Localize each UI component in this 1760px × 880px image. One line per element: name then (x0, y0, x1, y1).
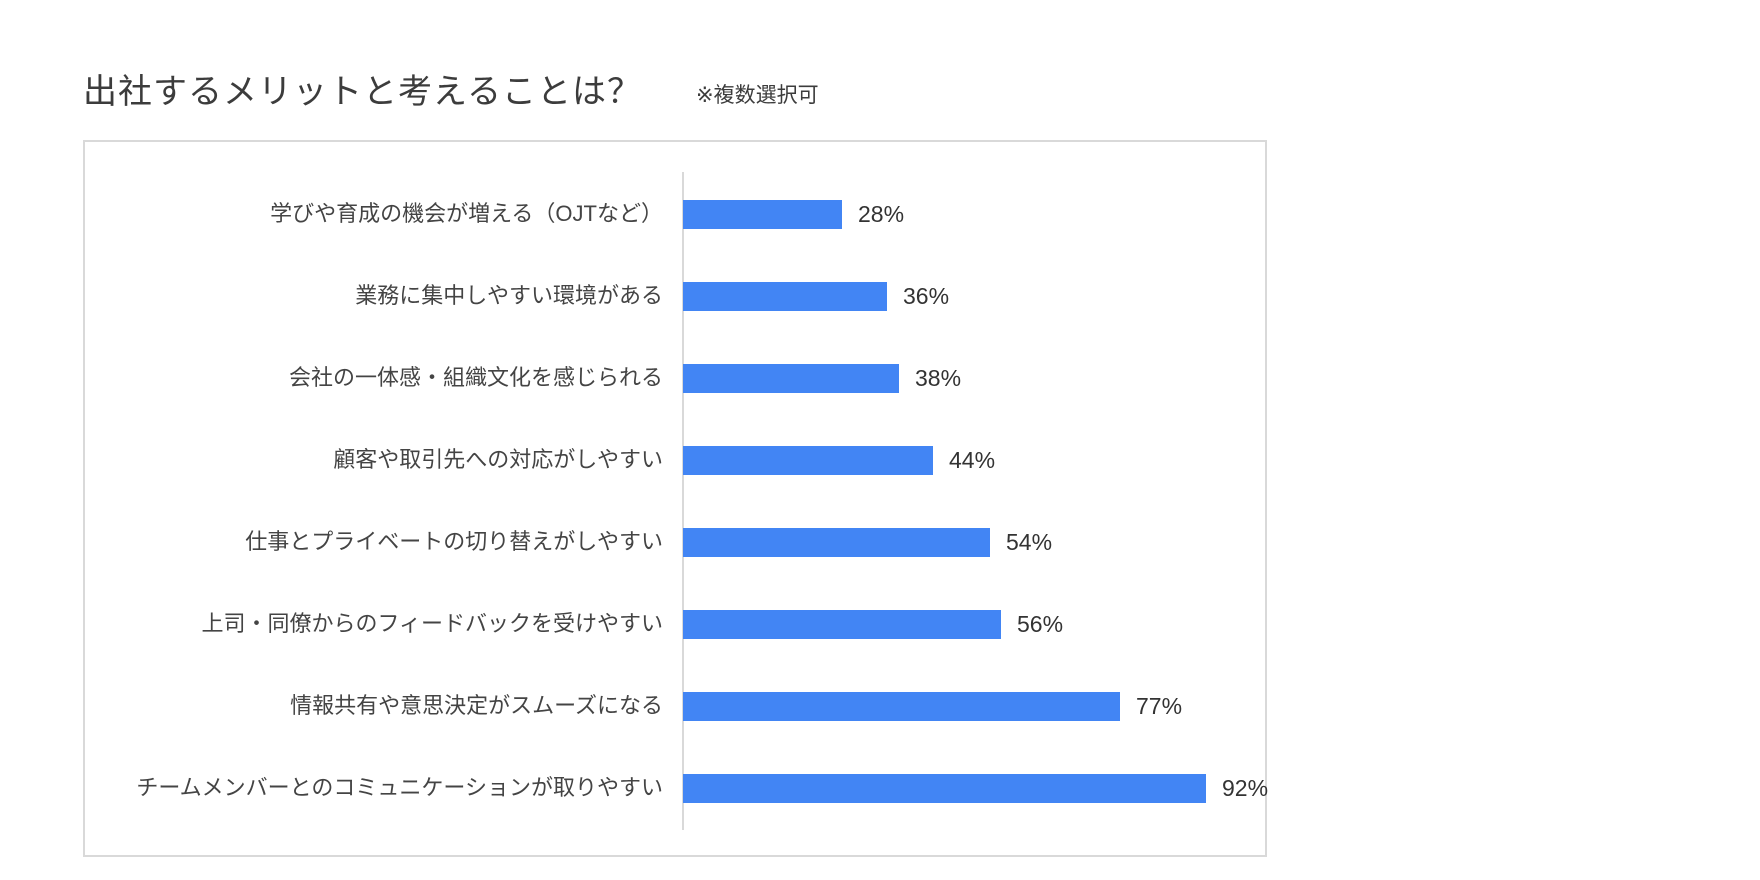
value-label: 44% (949, 447, 996, 473)
value-label: 38% (915, 365, 962, 391)
bar (683, 200, 842, 229)
bar-row: 学びや育成の機会が増える（OJTなど） 28% (85, 200, 1265, 229)
value-label: 28% (858, 201, 905, 227)
chart-title: 出社するメリットと考えることは？ (83, 73, 642, 111)
chart-frame: 学びや育成の機会が増える（OJTなど） 28% 業務に集中しやすい環境がある 3… (83, 140, 1269, 857)
bar (683, 364, 899, 393)
bar-row: 業務に集中しやすい環境がある 36% (85, 282, 1265, 311)
category-label: 上司・同僚からのフィードバックを受けやすい (201, 611, 663, 636)
bar-row: 会社の一体感・組織文化を感じられる 38% (85, 364, 1265, 393)
category-label: 学びや育成の機会が増える（OJTなど） (270, 201, 663, 226)
category-label: 顧客や取引先への対応がしやすい (333, 447, 663, 472)
category-label: チームメンバーとのコミュニケーションが取りやすい (136, 775, 663, 800)
category-label: 会社の一体感・組織文化を感じられる (288, 365, 663, 390)
bar (683, 446, 933, 475)
value-label: 36% (903, 283, 950, 309)
chart-note: ※複数選択可 (696, 84, 819, 107)
value-label: 54% (1006, 529, 1053, 555)
value-label: 92% (1222, 775, 1269, 801)
bar (683, 692, 1120, 721)
bar-row: チームメンバーとのコミュニケーションが取りやすい 92% (85, 774, 1269, 803)
bar (683, 282, 887, 311)
y-axis-line (682, 172, 684, 830)
bar-row: 情報共有や意思決定がスムーズになる 77% (85, 692, 1265, 721)
bar-row: 仕事とプライベートの切り替えがしやすい 54% (85, 528, 1265, 557)
category-label: 情報共有や意思決定がスムーズになる (290, 693, 663, 718)
category-label: 業務に集中しやすい環境がある (355, 283, 663, 308)
value-label: 56% (1017, 611, 1064, 637)
category-label: 仕事とプライベートの切り替えがしやすい (245, 529, 663, 554)
bar-row: 上司・同僚からのフィードバックを受けやすい 56% (85, 610, 1265, 639)
bar-row: 顧客や取引先への対応がしやすい 44% (85, 446, 1265, 475)
bar (683, 610, 1001, 639)
bar (683, 774, 1206, 803)
bar (683, 528, 990, 557)
value-label: 77% (1136, 693, 1183, 719)
